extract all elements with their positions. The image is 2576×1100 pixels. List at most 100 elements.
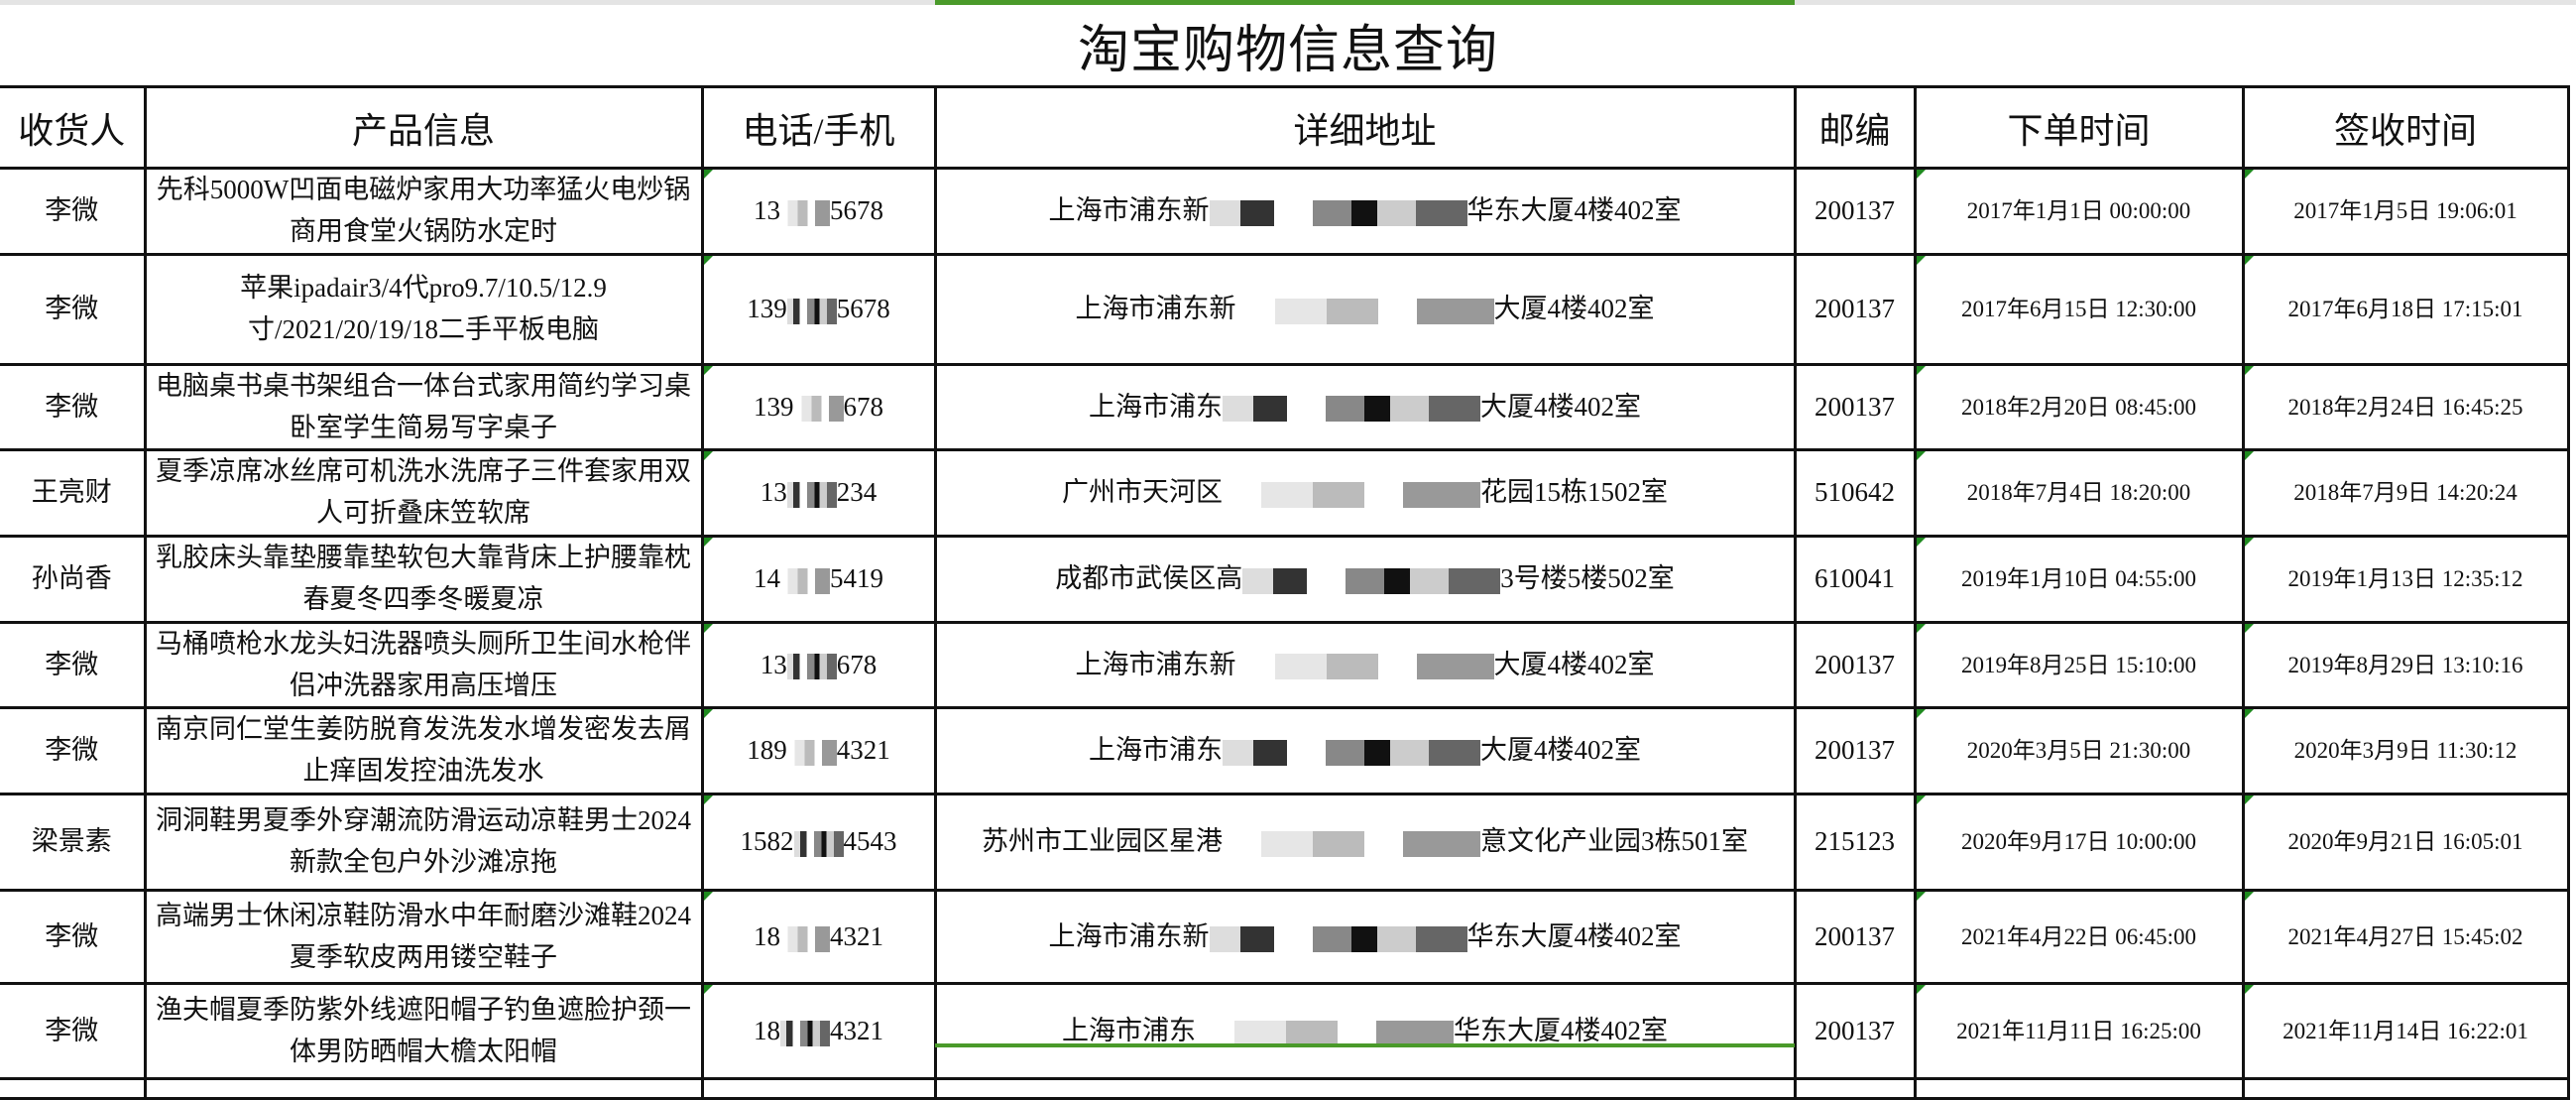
- empty-cell[interactable]: [2241, 1077, 2570, 1100]
- cell-sign-time[interactable]: 2018年2月24日 16:45:25: [2241, 362, 2570, 452]
- cell-sign-time[interactable]: 2018年7月9日 14:20:24: [2241, 448, 2570, 539]
- cell-phone[interactable]: 139 5678: [700, 252, 937, 366]
- empty-cell[interactable]: [1793, 1077, 1917, 1100]
- cell-recipient[interactable]: 王亮财: [0, 448, 147, 539]
- cell-order-time[interactable]: 2019年1月10日 04:55:00: [1913, 535, 2245, 624]
- address-visible-suffix: 3号楼5楼502室: [1500, 562, 1675, 593]
- cell-recipient[interactable]: 孙尚香: [0, 535, 147, 624]
- cell-product[interactable]: 夏季凉席冰丝席可机洗水洗席子三件套家用双人可折叠床笠软席: [143, 448, 704, 539]
- cell-phone[interactable]: 13 678: [700, 620, 937, 710]
- header-sign-time[interactable]: 签收时间: [2241, 85, 2570, 170]
- cell-order-time[interactable]: 2018年2月20日 08:45:00: [1913, 362, 2245, 452]
- header-phone[interactable]: 电话/手机: [700, 85, 937, 170]
- cell-zip[interactable]: 200137: [1794, 706, 1916, 796]
- table-row: 李微 马桶喷枪水龙头妇洗器喷头厕所卫生间水枪伴侣冲洗器家用高压增压 13 678 上海市…: [0, 620, 2570, 710]
- cell-zip[interactable]: 215123: [1794, 793, 1916, 893]
- cell-order-time[interactable]: 2019年8月25日 15:10:00: [1913, 620, 2245, 710]
- cell-order-time[interactable]: 2017年1月1日 00:00:00: [1913, 167, 2245, 256]
- cell-sign-time[interactable]: 2019年1月13日 12:35:12: [2241, 535, 2570, 624]
- phone-visible-suffix: 4543: [843, 826, 897, 857]
- cell-product[interactable]: 先科5000W凹面电磁炉家用大功率猛火电炒锅商用食堂火锅防水定时: [143, 167, 704, 256]
- cell-recipient[interactable]: 李微: [0, 362, 147, 452]
- header-product[interactable]: 产品信息: [143, 85, 704, 170]
- header-row: 收货人 产品信息 电话/手机 详细地址 邮编 下单时间 签收时间: [0, 85, 2570, 170]
- cell-order-time[interactable]: 2021年11月11日 16:25:00: [1913, 982, 2245, 1081]
- cell-recipient[interactable]: 李微: [0, 252, 147, 366]
- cell-zip[interactable]: 200137: [1794, 620, 1916, 710]
- header-order-time[interactable]: 下单时间: [1913, 85, 2245, 170]
- phone-visible-prefix: 13: [760, 649, 787, 679]
- redaction-mask: [1196, 1020, 1454, 1046]
- cell-product[interactable]: 南京同仁堂生姜防脱育发洗发水增发密发去屑止痒固发控油洗发水: [143, 706, 704, 796]
- cell-phone[interactable]: 139 678: [700, 362, 937, 452]
- cell-zip[interactable]: 510642: [1794, 448, 1916, 539]
- phone-visible-suffix: 5419: [830, 562, 883, 593]
- cell-address[interactable]: 上海市浦东 大厦4楼402室: [933, 706, 1797, 796]
- cell-address[interactable]: 苏州市工业园区星港 意文化产业园3栋501室: [933, 793, 1797, 893]
- cell-product[interactable]: 苹果ipadair3/4代pro9.7/10.5/12.9寸/2021/20/1…: [143, 252, 704, 366]
- empty-cell[interactable]: [143, 1077, 704, 1100]
- address-visible-prefix: 广州市天河区: [1062, 477, 1223, 508]
- cell-recipient[interactable]: 李微: [0, 167, 147, 256]
- cell-recipient[interactable]: 李微: [0, 982, 147, 1081]
- cell-address[interactable]: 上海市浦东新 华东大厦4楼402室: [933, 889, 1797, 986]
- address-visible-suffix: 花园15栋1502室: [1480, 477, 1668, 508]
- cell-product[interactable]: 渔夫帽夏季防紫外线遮阳帽子钓鱼遮脸护颈一体男防晒帽大檐太阳帽: [143, 982, 704, 1081]
- cell-address[interactable]: 上海市浦东新 华东大厦4楼402室: [933, 167, 1797, 256]
- cell-order-time[interactable]: 2018年7月4日 18:20:00: [1913, 448, 2245, 539]
- cell-order-time[interactable]: 2020年3月5日 21:30:00: [1913, 706, 2245, 796]
- cell-phone[interactable]: 1582 4543: [700, 793, 937, 893]
- cell-address[interactable]: 上海市浦东 华东大厦4楼402室: [933, 982, 1797, 1081]
- cell-sign-time[interactable]: 2019年8月29日 13:10:16: [2241, 620, 2570, 710]
- cell-address[interactable]: 广州市天河区 花园15栋1502室: [933, 448, 1797, 539]
- cell-recipient[interactable]: 梁景素: [0, 793, 147, 893]
- empty-cell[interactable]: [0, 1077, 147, 1100]
- cell-zip[interactable]: 200137: [1794, 167, 1916, 256]
- address-visible-prefix: 上海市浦东新: [1075, 293, 1236, 323]
- cell-phone[interactable]: 13 5678: [700, 167, 937, 256]
- cell-product[interactable]: 马桶喷枪水龙头妇洗器喷头厕所卫生间水枪伴侣冲洗器家用高压增压: [143, 620, 704, 710]
- cell-phone[interactable]: 13 234: [700, 448, 937, 539]
- cell-zip[interactable]: 610041: [1794, 535, 1916, 624]
- cell-zip[interactable]: 200137: [1794, 252, 1916, 366]
- cell-order-time[interactable]: 2021年4月22日 06:45:00: [1913, 889, 2245, 986]
- header-zip[interactable]: 邮编: [1793, 85, 1917, 170]
- phone-visible-suffix: 4321: [836, 735, 890, 766]
- cell-recipient[interactable]: 李微: [0, 620, 147, 710]
- cell-zip[interactable]: 200137: [1794, 362, 1916, 452]
- cell-sign-time[interactable]: 2020年9月21日 16:05:01: [2241, 793, 2570, 893]
- cell-address[interactable]: 成都市武侯区高 3号楼5楼502室: [933, 535, 1797, 624]
- cell-sign-time[interactable]: 2017年6月18日 17:15:01: [2241, 252, 2570, 366]
- cell-product[interactable]: 高端男士休闲凉鞋防滑水中年耐磨沙滩鞋2024夏季软皮两用镂空鞋子: [143, 889, 704, 986]
- cell-recipient[interactable]: 李微: [0, 889, 147, 986]
- empty-cell[interactable]: [933, 1077, 1797, 1100]
- cell-sign-time[interactable]: 2021年11月14日 16:22:01: [2241, 982, 2570, 1081]
- table-row: 李微 渔夫帽夏季防紫外线遮阳帽子钓鱼遮脸护颈一体男防晒帽大檐太阳帽 18 4321 上海…: [0, 982, 2570, 1081]
- cell-phone[interactable]: 14 5419: [700, 535, 937, 624]
- cell-phone[interactable]: 18 4321: [700, 982, 937, 1081]
- cell-sign-time[interactable]: 2020年3月9日 11:30:12: [2241, 706, 2570, 796]
- cell-phone[interactable]: 18 4321: [700, 889, 937, 986]
- cell-sign-time[interactable]: 2017年1月5日 19:06:01: [2241, 167, 2570, 256]
- cell-address[interactable]: 上海市浦东新 大厦4楼402室: [933, 252, 1797, 366]
- address-visible-prefix: 上海市浦东新: [1075, 649, 1236, 679]
- header-recipient[interactable]: 收货人: [0, 85, 147, 170]
- header-address[interactable]: 详细地址: [933, 85, 1797, 170]
- cell-recipient[interactable]: 李微: [0, 706, 147, 796]
- cell-zip[interactable]: 200137: [1794, 889, 1916, 986]
- cell-product[interactable]: 乳胶床头靠垫腰靠垫软包大靠背床上护腰靠枕春夏冬四季冬暖夏凉: [143, 535, 704, 624]
- cell-order-time[interactable]: 2017年6月15日 12:30:00: [1913, 252, 2245, 366]
- redaction-mask: [793, 831, 844, 857]
- cell-address[interactable]: 上海市浦东 大厦4楼402室: [933, 362, 1797, 452]
- cell-sign-time[interactable]: 2021年4月27日 15:45:02: [2241, 889, 2570, 986]
- cell-zip[interactable]: 200137: [1794, 982, 1916, 1081]
- empty-cell[interactable]: [1913, 1077, 2245, 1100]
- address-visible-suffix: 华东大厦4楼402室: [1466, 920, 1682, 951]
- cell-order-time[interactable]: 2020年9月17日 10:00:00: [1913, 793, 2245, 893]
- phone-visible-suffix: 678: [843, 391, 884, 422]
- cell-product[interactable]: 电脑桌书桌书架组合一体台式家用简约学习桌卧室学生简易写字桌子: [143, 362, 704, 452]
- cell-product[interactable]: 洞洞鞋男夏季外穿潮流防滑运动凉鞋男士2024新款全包户外沙滩凉拖: [143, 793, 704, 893]
- empty-cell[interactable]: [700, 1077, 937, 1100]
- cell-phone[interactable]: 189 4321: [700, 706, 937, 796]
- cell-address[interactable]: 上海市浦东新 大厦4楼402室: [933, 620, 1797, 710]
